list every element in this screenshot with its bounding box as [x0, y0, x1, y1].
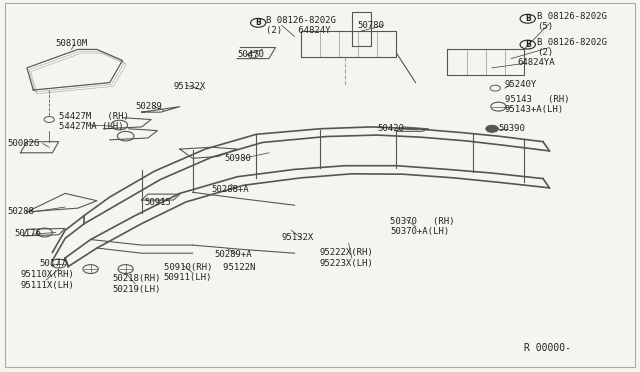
Text: B 08126-8202G
(5): B 08126-8202G (5) [537, 12, 607, 31]
Text: 50082G: 50082G [8, 139, 40, 148]
Text: 50915: 50915 [145, 198, 172, 207]
Text: 95222X(RH)
95223X(LH): 95222X(RH) 95223X(LH) [320, 248, 374, 268]
Text: 50390: 50390 [499, 124, 525, 133]
Text: R 00000-: R 00000- [524, 343, 571, 353]
Text: 95132X: 95132X [282, 233, 314, 242]
Text: 50780: 50780 [357, 21, 384, 30]
Text: 95132X: 95132X [173, 82, 205, 91]
Text: 50176: 50176 [14, 230, 41, 238]
Text: 50470: 50470 [237, 51, 264, 60]
Text: 50370   (RH)
50370+A(LH): 50370 (RH) 50370+A(LH) [390, 217, 454, 236]
Text: B 08126-8202G
(2)   64824Y: B 08126-8202G (2) 64824Y [266, 16, 336, 35]
Text: 50810M: 50810M [56, 39, 88, 48]
Text: 50910(RH)  95122N
50911(LH): 50910(RH) 95122N 50911(LH) [164, 263, 255, 282]
Text: 50289+A: 50289+A [215, 250, 253, 259]
Text: 95110X(RH)
95111X(LH): 95110X(RH) 95111X(LH) [20, 270, 74, 290]
Text: 64824YA: 64824YA [518, 58, 555, 67]
Text: 50289: 50289 [135, 102, 162, 111]
Text: 50177: 50177 [40, 259, 67, 268]
Text: B: B [525, 14, 531, 23]
Text: B: B [255, 18, 261, 27]
Text: 54427M   (RH)
54427MA (LH): 54427M (RH) 54427MA (LH) [59, 112, 129, 131]
Text: 50218(RH)
50219(LH): 50218(RH) 50219(LH) [113, 274, 161, 294]
Text: 50980: 50980 [225, 154, 252, 163]
Circle shape [486, 125, 499, 132]
Text: 95143   (RH)
95143+A(LH): 95143 (RH) 95143+A(LH) [505, 95, 570, 115]
Text: B: B [525, 40, 531, 49]
Text: 95240Y: 95240Y [505, 80, 537, 89]
Text: B 08126-8202G
(2): B 08126-8202G (2) [537, 38, 607, 57]
Text: 50420: 50420 [378, 124, 404, 133]
Text: 50288: 50288 [8, 207, 35, 217]
Text: 50288+A: 50288+A [212, 185, 250, 194]
